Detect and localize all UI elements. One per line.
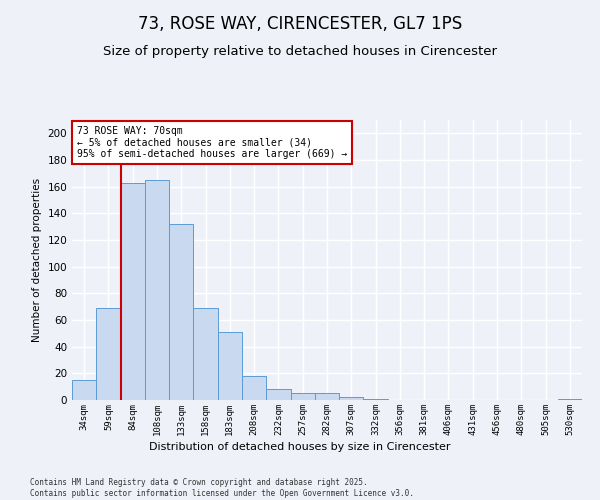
Bar [96, 308, 121, 400]
Bar [290, 394, 315, 400]
Bar [169, 224, 193, 400]
Bar [121, 182, 145, 400]
Text: Size of property relative to detached houses in Cirencester: Size of property relative to detached ho… [103, 45, 497, 58]
Text: Contains HM Land Registry data © Crown copyright and database right 2025.
Contai: Contains HM Land Registry data © Crown c… [30, 478, 414, 498]
Bar [242, 376, 266, 400]
Text: 73, ROSE WAY, CIRENCESTER, GL7 1PS: 73, ROSE WAY, CIRENCESTER, GL7 1PS [138, 15, 462, 33]
Bar [364, 398, 388, 400]
Bar [558, 398, 582, 400]
Bar [193, 308, 218, 400]
Bar [266, 390, 290, 400]
Bar [339, 398, 364, 400]
Bar [315, 394, 339, 400]
Bar [145, 180, 169, 400]
Bar [72, 380, 96, 400]
Text: 73 ROSE WAY: 70sqm
← 5% of detached houses are smaller (34)
95% of semi-detached: 73 ROSE WAY: 70sqm ← 5% of detached hous… [77, 126, 347, 159]
Text: Distribution of detached houses by size in Cirencester: Distribution of detached houses by size … [149, 442, 451, 452]
Y-axis label: Number of detached properties: Number of detached properties [32, 178, 42, 342]
Bar [218, 332, 242, 400]
